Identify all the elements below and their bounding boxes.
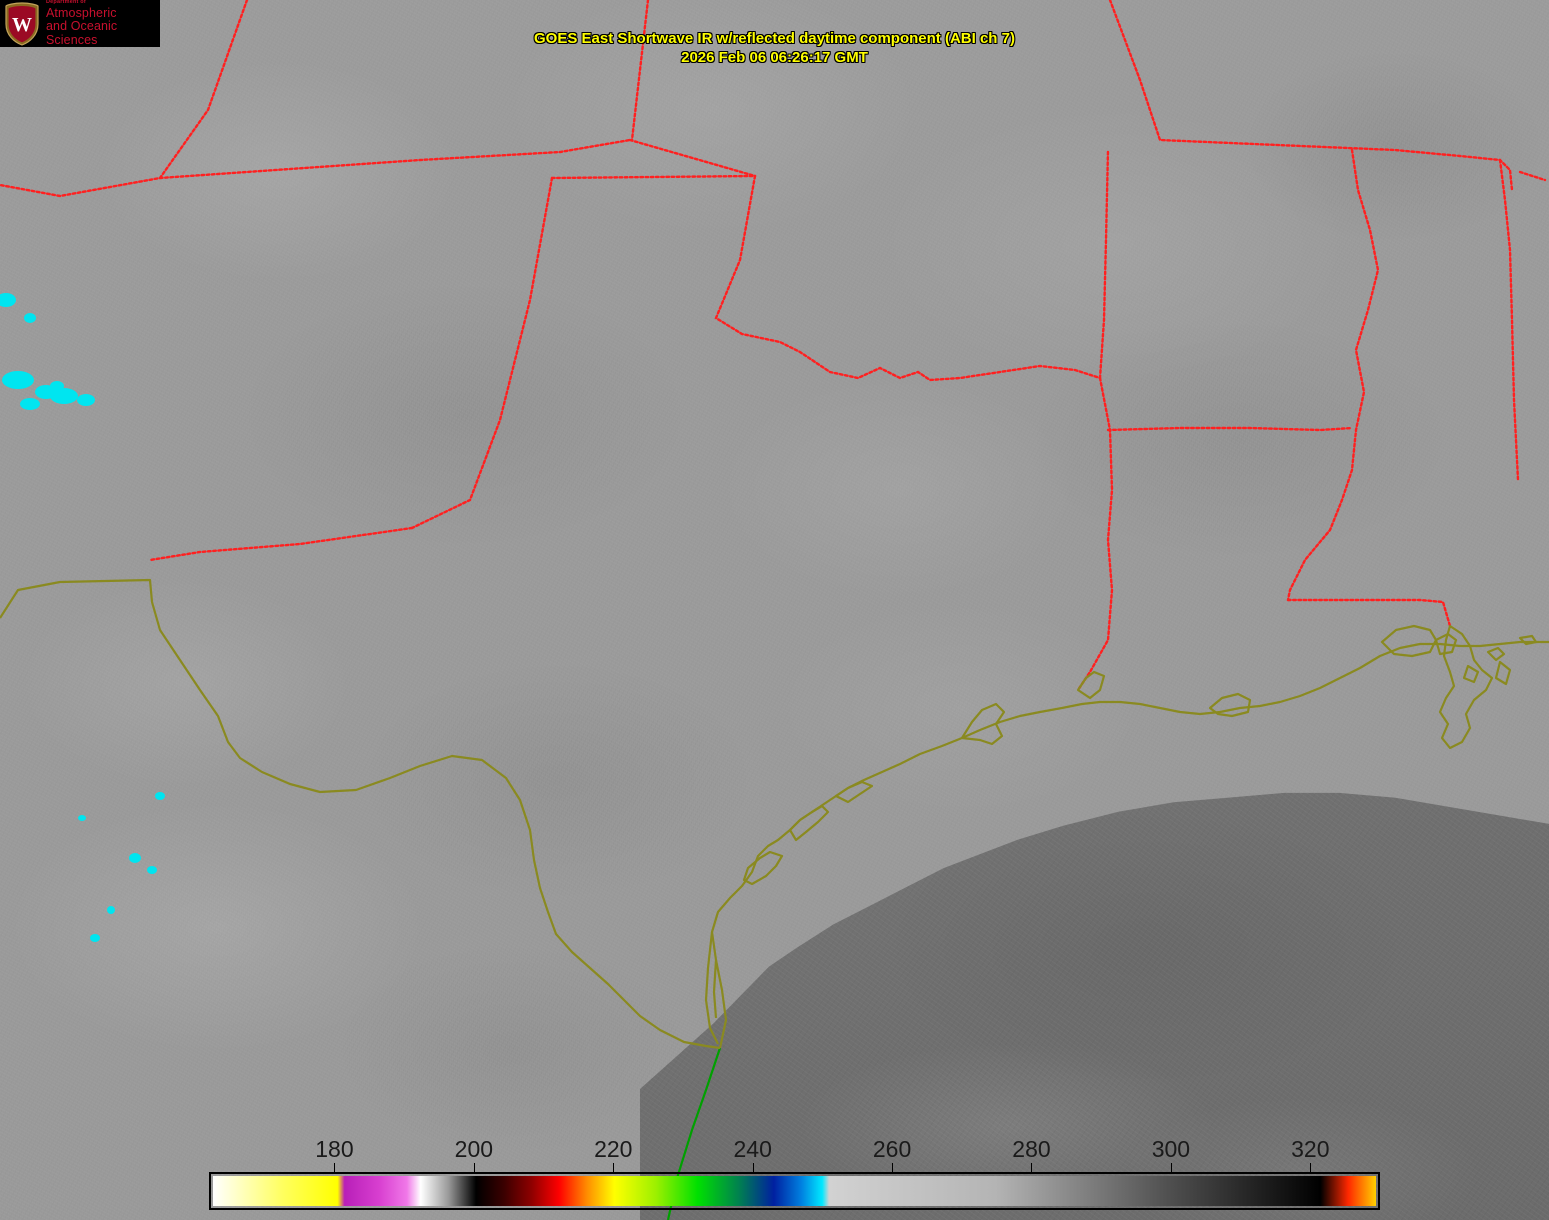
colorbar-label-260: 260 bbox=[872, 1136, 912, 1162]
colorbar-tick-200 bbox=[473, 1163, 475, 1172]
svg-text:W: W bbox=[12, 14, 32, 36]
temperature-colorbar bbox=[209, 1163, 1380, 1216]
coastlines-and-rivers bbox=[0, 578, 1549, 1050]
uw-madison-crest: W bbox=[3, 1, 41, 46]
logo-line-oceanic: and Oceanic Sciences bbox=[46, 19, 118, 47]
colorbar-tick-320 bbox=[1310, 1163, 1312, 1172]
colorbar-frame bbox=[209, 1172, 1380, 1210]
colorbar-tick-220 bbox=[613, 1163, 615, 1172]
state-borders bbox=[0, 0, 1547, 692]
logo-department-label: Department of bbox=[46, 0, 86, 5]
colorbar-tick-260 bbox=[892, 1163, 894, 1172]
cold-cloud-top-spots bbox=[0, 293, 165, 942]
colorbar-tick-240 bbox=[752, 1163, 754, 1172]
colorbar-label-240: 240 bbox=[733, 1136, 772, 1162]
colorbar-label-300: 300 bbox=[1151, 1136, 1191, 1162]
colorbar-label-200: 200 bbox=[454, 1136, 494, 1162]
colorbar-tick-180 bbox=[334, 1163, 336, 1172]
colorbar-gradient bbox=[213, 1176, 1376, 1206]
colorbar-label-220: 220 bbox=[594, 1136, 633, 1162]
logo-text-block: Department of Atmospheric and Oceanic Sc… bbox=[46, 0, 160, 47]
colorbar-tick-280 bbox=[1031, 1163, 1033, 1172]
uw-madison-aos-logo: W Department of Atmospheric and Oceanic … bbox=[0, 0, 160, 47]
colorbar-label-320: 320 bbox=[1291, 1136, 1330, 1162]
colorbar-label-280: 280 bbox=[1012, 1136, 1051, 1162]
logo-line-atmospheric: Atmospheric bbox=[46, 5, 117, 20]
colorbar-label-180: 180 bbox=[315, 1136, 354, 1162]
colorbar-tick-300 bbox=[1170, 1163, 1172, 1172]
